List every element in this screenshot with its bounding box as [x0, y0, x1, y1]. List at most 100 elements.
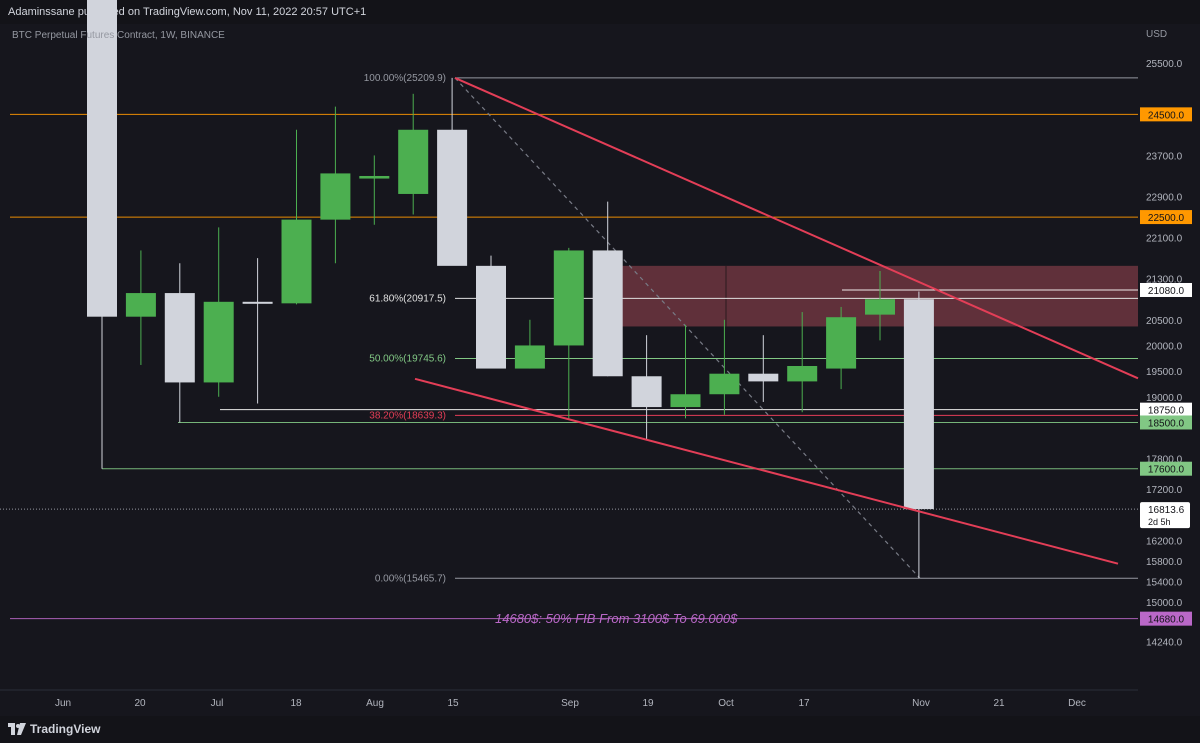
price-tick: 19500.0 [1146, 367, 1183, 378]
candle-sep-26 [709, 319, 740, 415]
candle-body [592, 250, 623, 377]
candle-oct-17 [826, 306, 857, 390]
badge-bg [1140, 282, 1192, 297]
price-tick: 22900.0 [1146, 193, 1183, 204]
price-tick: 19000.0 [1146, 393, 1183, 404]
price-badge-14680.0: 14680.0 [1140, 611, 1192, 626]
candle-body [164, 293, 195, 383]
price-tick: 23700.0 [1146, 151, 1183, 162]
time-tick-19: 19 [642, 698, 654, 709]
candle-body [748, 373, 779, 382]
candle-body [398, 129, 429, 194]
channel-upper-line [454, 76, 1139, 380]
candle-oct-10 [787, 312, 818, 413]
price-axis [1138, 24, 1200, 716]
candle-body [203, 301, 234, 383]
candle-body [787, 365, 818, 382]
candle-body [476, 265, 506, 369]
time-tick-sep: Sep [561, 698, 579, 709]
badge-bg [1140, 461, 1192, 476]
price-tick: 15400.0 [1146, 578, 1183, 589]
time-tick-oct: Oct [718, 698, 734, 709]
price-tick: 15800.0 [1146, 557, 1183, 568]
time-tick-17: 17 [798, 698, 810, 709]
candle-body [903, 299, 934, 510]
chart-annotation: 14680$: 50% FIB From 3100$ To 69.000$ [495, 611, 738, 626]
price-tick: 17200.0 [1146, 485, 1183, 496]
time-tick-aug: Aug [366, 698, 384, 709]
badge-bg [1140, 107, 1192, 122]
price-badge-22500.0: 22500.0 [1140, 210, 1192, 225]
last-price-value: 16813.6 [1148, 505, 1185, 516]
candle-oct-24 [865, 270, 895, 341]
candle-sep-19 [670, 324, 701, 419]
badge-text: 17600.0 [1148, 465, 1185, 476]
candle-aug-08 [437, 77, 468, 266]
candle-body [826, 317, 857, 369]
candle-aug-22 [514, 319, 545, 369]
price-badge-18750.0: 18750.0 [1140, 402, 1192, 417]
candle-body [437, 129, 468, 266]
time-tick-jul: Jul [211, 698, 224, 709]
time-tick-21: 21 [993, 698, 1005, 709]
price-badge-17600.0: 17600.0 [1140, 461, 1192, 476]
price-tick: 21300.0 [1146, 275, 1183, 286]
price-badge-18500.0: 18500.0 [1140, 415, 1192, 430]
candle-body [320, 173, 351, 220]
price-badge-21080.0: 21080.0 [1140, 282, 1192, 297]
candle-body [87, 0, 117, 317]
last-price-badge: 16813.62d 5h [1140, 502, 1190, 529]
candle-jul-25 [359, 155, 390, 225]
time-tick-jun: Jun [55, 698, 71, 709]
candle-body [359, 175, 390, 179]
brand-label[interactable]: TradingView [30, 722, 101, 736]
last-price-countdown: 2d 5h [1148, 517, 1171, 527]
candle-jun-20 [164, 263, 195, 423]
fib-label-100.00: 100.00%(25209.9) [364, 73, 446, 84]
candle-body [631, 376, 662, 408]
candle-aug-01 [398, 93, 429, 215]
time-tick-20: 20 [134, 698, 146, 709]
fib-trend-line [454, 77, 921, 579]
fib-label-38.20: 38.20%(18639.3) [369, 410, 446, 421]
time-tick-18: 18 [290, 698, 302, 709]
candle-jul-11 [281, 129, 312, 305]
time-tick-nov: Nov [912, 698, 930, 709]
candle-jul-04 [242, 258, 273, 404]
candle-body [281, 219, 312, 304]
candle-sep-05 [592, 201, 623, 377]
price-tick: 25500.0 [1146, 59, 1183, 70]
candle-body [242, 301, 273, 304]
channel-lower-line [414, 377, 1119, 565]
badge-bg [1140, 415, 1192, 430]
fib-label-61.80: 61.80%(20917.5) [369, 293, 446, 304]
candle-jun-27 [203, 227, 234, 397]
footer-bar: TradingView [0, 716, 1200, 743]
price-axis-label: USD [1146, 29, 1167, 40]
price-tick: 20500.0 [1146, 316, 1183, 327]
candle-oct-31 [903, 291, 934, 579]
candle-oct-03 [748, 335, 779, 402]
price-tick: 17800.0 [1146, 454, 1183, 465]
tradingview-logo-icon [8, 723, 26, 735]
symbol-title: BTC Perpetual Futures Contract, 1W, BINA… [12, 30, 225, 41]
publisher-header: Adaminssane published on TradingView.com… [0, 0, 1200, 24]
badge-text: 18500.0 [1148, 418, 1185, 429]
badge-bg [1140, 611, 1192, 626]
price-tick: 22100.0 [1146, 234, 1183, 245]
candle-body [670, 394, 701, 408]
candle-aug-15 [476, 255, 506, 369]
badge-text: 21080.0 [1148, 286, 1185, 297]
fib-label-0.00: 0.00%(15465.7) [375, 573, 446, 584]
price-tick: 14240.0 [1146, 637, 1183, 648]
badge-text: 18750.0 [1148, 406, 1185, 417]
candle-body [514, 345, 545, 369]
candle-jun-06 [87, 0, 117, 469]
candle-jun-13 [125, 250, 156, 365]
last-price-bg [1140, 502, 1190, 529]
time-tick-dec: Dec [1068, 698, 1086, 709]
candle-body [553, 250, 584, 346]
badge-text: 14680.0 [1148, 615, 1185, 626]
price-tick: 15000.0 [1146, 598, 1183, 609]
